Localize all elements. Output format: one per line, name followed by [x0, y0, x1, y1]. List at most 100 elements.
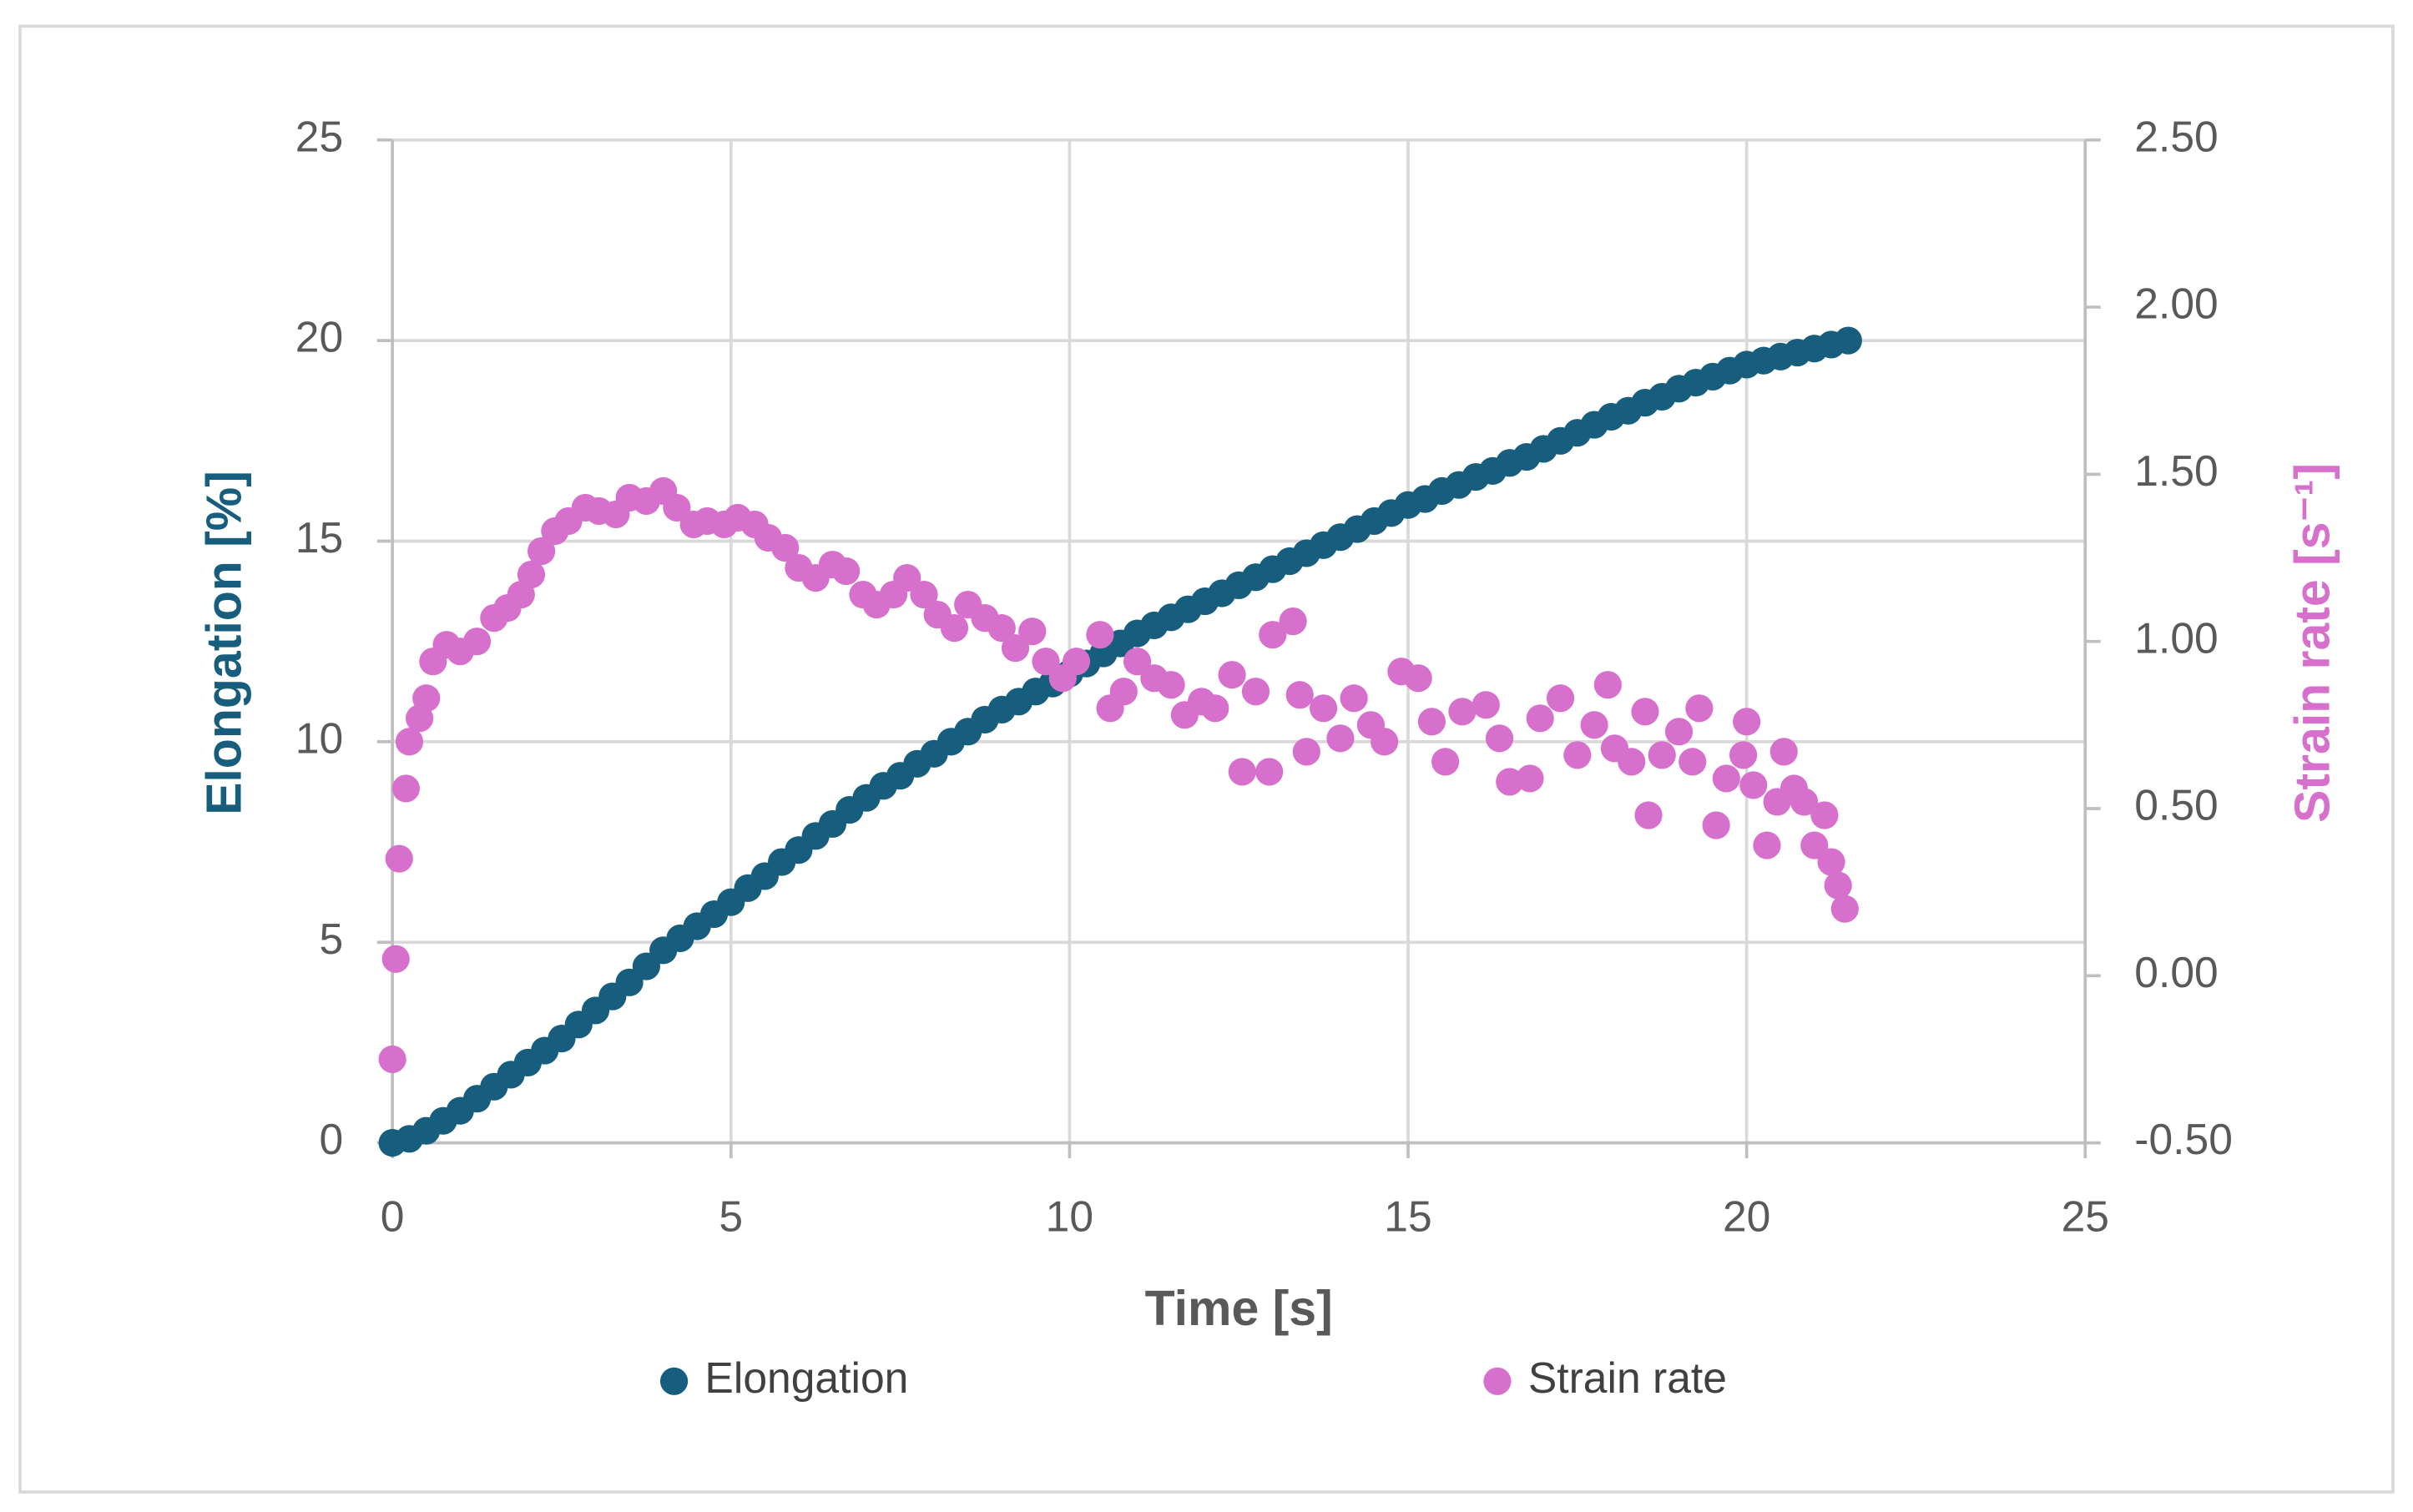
data-point: [1810, 801, 1839, 829]
data-point: [1800, 831, 1829, 859]
data-point: [1157, 671, 1185, 699]
data-point: [663, 493, 691, 522]
y-tick-label: 5: [319, 915, 343, 963]
data-point: [1739, 771, 1768, 799]
data-point: [517, 560, 546, 589]
data-point: [1109, 678, 1138, 706]
data-point: [1371, 728, 1399, 756]
data-point: [378, 1045, 406, 1074]
data-point: [1485, 724, 1514, 753]
data-point: [412, 684, 441, 713]
y2-tick-label: -0.50: [2134, 1115, 2233, 1163]
data-point: [1431, 748, 1460, 776]
x-tick-label: 20: [1723, 1192, 1770, 1240]
data-point: [1593, 671, 1622, 699]
data-point: [1516, 764, 1544, 793]
y-tick-label: 15: [295, 513, 343, 562]
data-point: [1790, 788, 1819, 816]
data-point: [1685, 694, 1714, 723]
y2-tick-label: 2.50: [2134, 112, 2218, 160]
data-point: [385, 844, 413, 873]
x-tick-label: 15: [1384, 1192, 1431, 1240]
data-point: [1834, 326, 1862, 355]
data-point: [1241, 678, 1270, 706]
data-point: [1580, 711, 1608, 739]
y-tick-label: 10: [295, 714, 343, 763]
data-point: [1753, 831, 1781, 859]
x-tick-label: 5: [719, 1192, 743, 1240]
data-point: [910, 580, 938, 609]
data-point: [1733, 708, 1761, 736]
data-point: [395, 728, 424, 756]
data-point: [1123, 648, 1152, 676]
y-tick-label: 20: [295, 313, 343, 361]
data-point: [1824, 871, 1852, 900]
y2-tick-label: 0.00: [2134, 948, 2218, 996]
data-point: [1259, 621, 1287, 649]
y2-tick-label: 2.00: [2134, 280, 2218, 328]
x-tick-label: 0: [381, 1192, 405, 1240]
data-point: [1472, 691, 1500, 719]
data-point: [1664, 718, 1694, 746]
data-point: [1729, 741, 1758, 769]
data-point: [1086, 621, 1114, 649]
data-point: [1830, 895, 1859, 923]
data-point: [1526, 704, 1554, 733]
legend-label: Elongation: [704, 1353, 908, 1402]
y-tick-label: 0: [319, 1115, 343, 1163]
chart-frame: [18, 24, 2395, 1494]
y2-axis-title: Strain rate [s⁻¹]: [2284, 463, 2340, 823]
data-point: [1326, 724, 1355, 753]
data-point: [528, 537, 556, 566]
data-point: [893, 563, 921, 592]
data-point: [1201, 694, 1229, 723]
data-point: [1563, 741, 1592, 769]
legend-marker: [659, 1367, 689, 1395]
data-point: [1062, 648, 1091, 676]
y-tick-label: 25: [295, 112, 343, 160]
data-point: [1255, 758, 1284, 786]
data-point: [1417, 708, 1446, 736]
data-point: [1712, 764, 1740, 793]
data-point: [1218, 661, 1246, 689]
data-point: [1496, 768, 1524, 796]
data-point: [771, 533, 800, 562]
x-axis-title: Time [s]: [1145, 1281, 1333, 1336]
data-point: [1678, 748, 1707, 776]
data-point: [1001, 634, 1030, 663]
y-axis-title: Elongation [%]: [196, 471, 251, 815]
data-point: [1404, 664, 1432, 693]
data-point: [1634, 801, 1663, 829]
data-point: [1340, 684, 1368, 713]
y2-tick-label: 1.00: [2134, 613, 2218, 662]
data-point: [1817, 848, 1845, 876]
data-point: [381, 945, 410, 973]
data-point: [1648, 741, 1676, 769]
data-point: [940, 614, 969, 643]
data-point: [1618, 748, 1646, 776]
data-point: [1769, 738, 1798, 766]
data-point: [462, 627, 492, 656]
data-point: [1032, 648, 1060, 676]
x-tick-label: 10: [1046, 1192, 1093, 1240]
data-point: [391, 774, 420, 803]
y2-tick-label: 0.50: [2134, 781, 2218, 829]
data-point: [1228, 758, 1256, 786]
data-point: [1279, 607, 1307, 636]
data-point: [987, 614, 1016, 643]
data-point: [1018, 617, 1047, 646]
y2-tick-label: 1.50: [2134, 446, 2218, 495]
data-point: [1702, 811, 1730, 839]
data-point: [832, 557, 861, 586]
data-point: [1285, 681, 1314, 709]
data-point: [1631, 698, 1659, 726]
legend-marker: [1483, 1367, 1512, 1395]
data-point: [1310, 694, 1338, 723]
x-tick-label: 25: [2062, 1192, 2109, 1240]
legend-label: Strain rate: [1528, 1353, 1727, 1402]
data-point: [1292, 738, 1320, 766]
data-point: [1448, 698, 1477, 726]
data-point: [1546, 684, 1575, 713]
